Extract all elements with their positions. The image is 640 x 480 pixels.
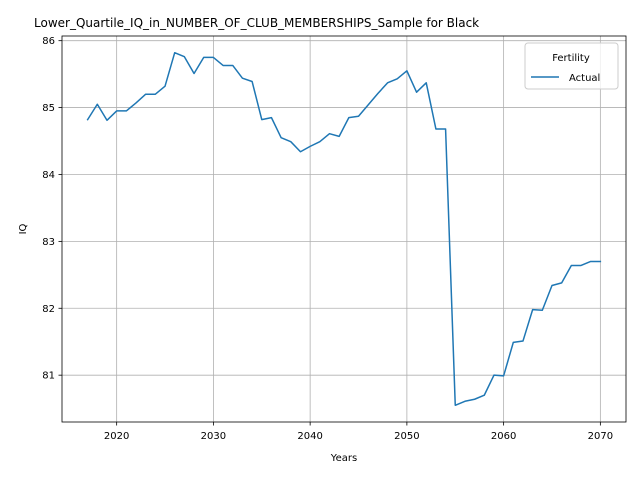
legend-title: Fertility <box>552 53 590 64</box>
legend: Fertility Actual <box>524 42 619 90</box>
x-axis-label: Years <box>330 453 357 464</box>
legend-label-actual: Actual <box>569 73 600 84</box>
y-tick-label: 81 <box>42 371 55 382</box>
x-tick-label: 2020 <box>104 431 129 442</box>
x-tick-label: 2050 <box>394 431 419 442</box>
x-tick-label: 2040 <box>297 431 322 442</box>
plot-frame <box>61 35 627 423</box>
y-tick-label: 86 <box>42 36 55 47</box>
y-tick-label: 84 <box>42 170 55 181</box>
x-axis-ticks: 2020 2030 2040 2050 2060 2070 <box>104 422 613 442</box>
y-tick-label: 83 <box>42 237 55 248</box>
y-axis-label: IQ <box>18 223 29 234</box>
grid-lines <box>62 36 626 422</box>
series-line-actual <box>86 51 602 407</box>
chart-title: Lower_Quartile_IQ_in_NUMBER_OF_CLUB_MEMB… <box>34 16 479 30</box>
y-tick-label: 85 <box>42 103 55 114</box>
y-tick-label: 82 <box>42 304 55 315</box>
series-lines <box>86 51 602 407</box>
x-tick-label: 2070 <box>588 431 613 442</box>
y-axis-ticks: 81 82 83 84 85 86 <box>42 36 62 382</box>
x-tick-label: 2060 <box>491 431 516 442</box>
x-tick-label: 2030 <box>201 431 226 442</box>
